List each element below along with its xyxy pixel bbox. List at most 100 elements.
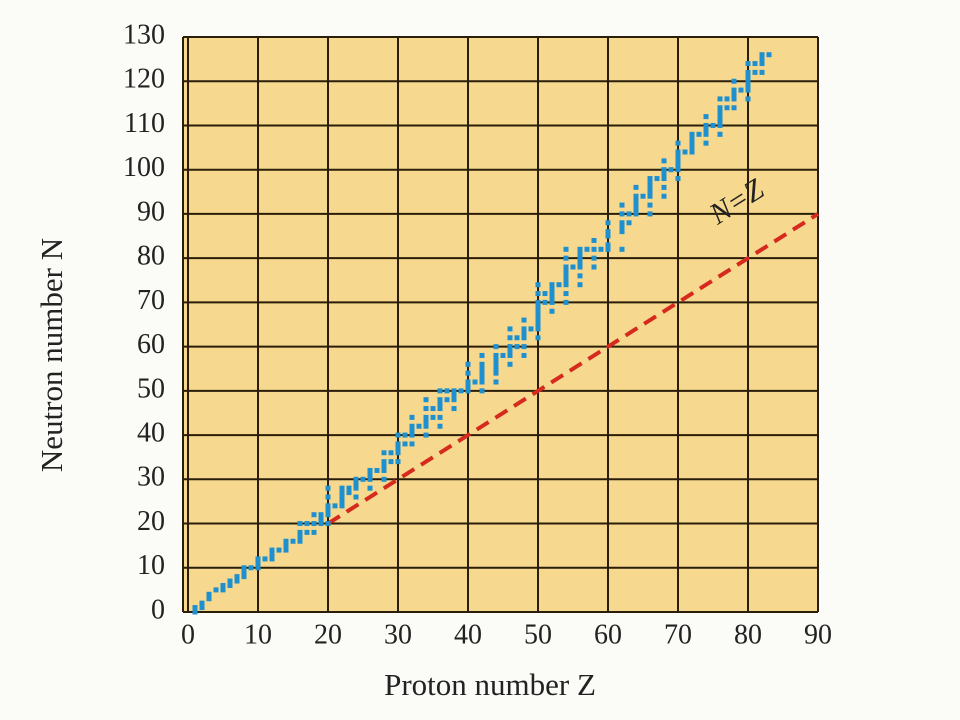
y-tick-label: 110: [124, 108, 165, 139]
data-point: [675, 176, 681, 182]
data-point: [619, 211, 625, 217]
data-point: [241, 565, 247, 571]
data-point: [521, 317, 527, 323]
data-point: [619, 220, 625, 226]
x-tick-label: 60: [594, 619, 622, 650]
data-point: [402, 441, 408, 447]
data-point: [577, 273, 583, 279]
data-point: [381, 463, 387, 469]
data-point: [549, 282, 555, 288]
data-point: [717, 122, 723, 128]
data-point: [738, 87, 744, 93]
data-point: [500, 352, 506, 358]
data-point: [297, 529, 303, 535]
data-point: [563, 268, 569, 274]
y-tick-label: 80: [137, 241, 165, 272]
data-point: [591, 264, 597, 270]
data-point: [479, 388, 485, 394]
y-tick-label: 50: [137, 373, 165, 404]
x-tick-label: 50: [524, 619, 552, 650]
data-point: [563, 264, 569, 270]
data-point: [549, 299, 555, 305]
data-point: [563, 246, 569, 252]
data-point: [717, 105, 723, 111]
data-point: [619, 202, 625, 208]
data-point: [682, 149, 688, 155]
data-point: [563, 282, 569, 288]
data-point: [437, 401, 443, 407]
data-point: [591, 237, 597, 243]
data-point: [703, 140, 709, 146]
data-point: [423, 397, 429, 403]
data-point: [297, 534, 303, 540]
data-point: [283, 547, 289, 553]
data-point: [395, 445, 401, 451]
data-point: [395, 459, 401, 465]
x-tick-label: 40: [454, 619, 482, 650]
data-point: [255, 565, 261, 571]
data-point: [605, 233, 611, 239]
data-point: [255, 556, 261, 562]
data-point: [346, 485, 352, 491]
data-point: [703, 127, 709, 133]
data-point: [521, 335, 527, 341]
data-point: [276, 547, 282, 553]
data-point: [325, 512, 331, 518]
data-point: [521, 330, 527, 336]
data-point: [528, 326, 534, 332]
data-point: [367, 467, 373, 473]
data-point: [598, 246, 604, 252]
data-point: [605, 220, 611, 226]
data-point: [409, 441, 415, 447]
data-point: [745, 87, 751, 93]
data-point: [535, 291, 541, 297]
data-point: [423, 423, 429, 429]
data-point: [465, 388, 471, 394]
data-point: [591, 255, 597, 261]
data-point: [241, 574, 247, 580]
data-point: [535, 326, 541, 332]
x-tick-label: 10: [244, 619, 272, 650]
data-point: [633, 193, 639, 199]
data-point: [353, 481, 359, 487]
data-point: [605, 229, 611, 235]
data-point: [703, 114, 709, 120]
data-point: [367, 485, 373, 491]
data-point: [332, 503, 338, 509]
data-point: [311, 512, 317, 518]
data-point: [745, 96, 751, 102]
data-point: [297, 521, 303, 527]
data-point: [514, 344, 520, 350]
data-point: [269, 547, 275, 553]
data-point: [192, 609, 198, 615]
data-point: [647, 184, 653, 190]
data-point: [493, 370, 499, 376]
data-point: [381, 450, 387, 456]
data-point: [703, 131, 709, 137]
data-point: [283, 538, 289, 544]
data-point: [339, 503, 345, 509]
data-point: [752, 69, 758, 75]
data-point: [605, 246, 611, 252]
data-point: [535, 308, 541, 314]
data-point: [409, 414, 415, 420]
y-tick-label: 100: [123, 152, 165, 183]
y-tick-label: 30: [137, 462, 165, 493]
data-point: [269, 552, 275, 557]
data-point: [696, 131, 702, 137]
data-point: [437, 406, 443, 412]
data-point: [360, 476, 366, 482]
data-point: [577, 251, 583, 257]
data-point: [493, 379, 499, 385]
data-point: [269, 556, 275, 562]
data-point: [759, 56, 765, 62]
data-point: [423, 406, 429, 412]
data-point: [381, 467, 387, 473]
data-point: [689, 140, 695, 146]
data-point: [493, 357, 499, 363]
data-point: [367, 472, 373, 478]
data-point: [703, 122, 709, 128]
data-point: [479, 352, 485, 358]
data-point: [717, 118, 723, 124]
